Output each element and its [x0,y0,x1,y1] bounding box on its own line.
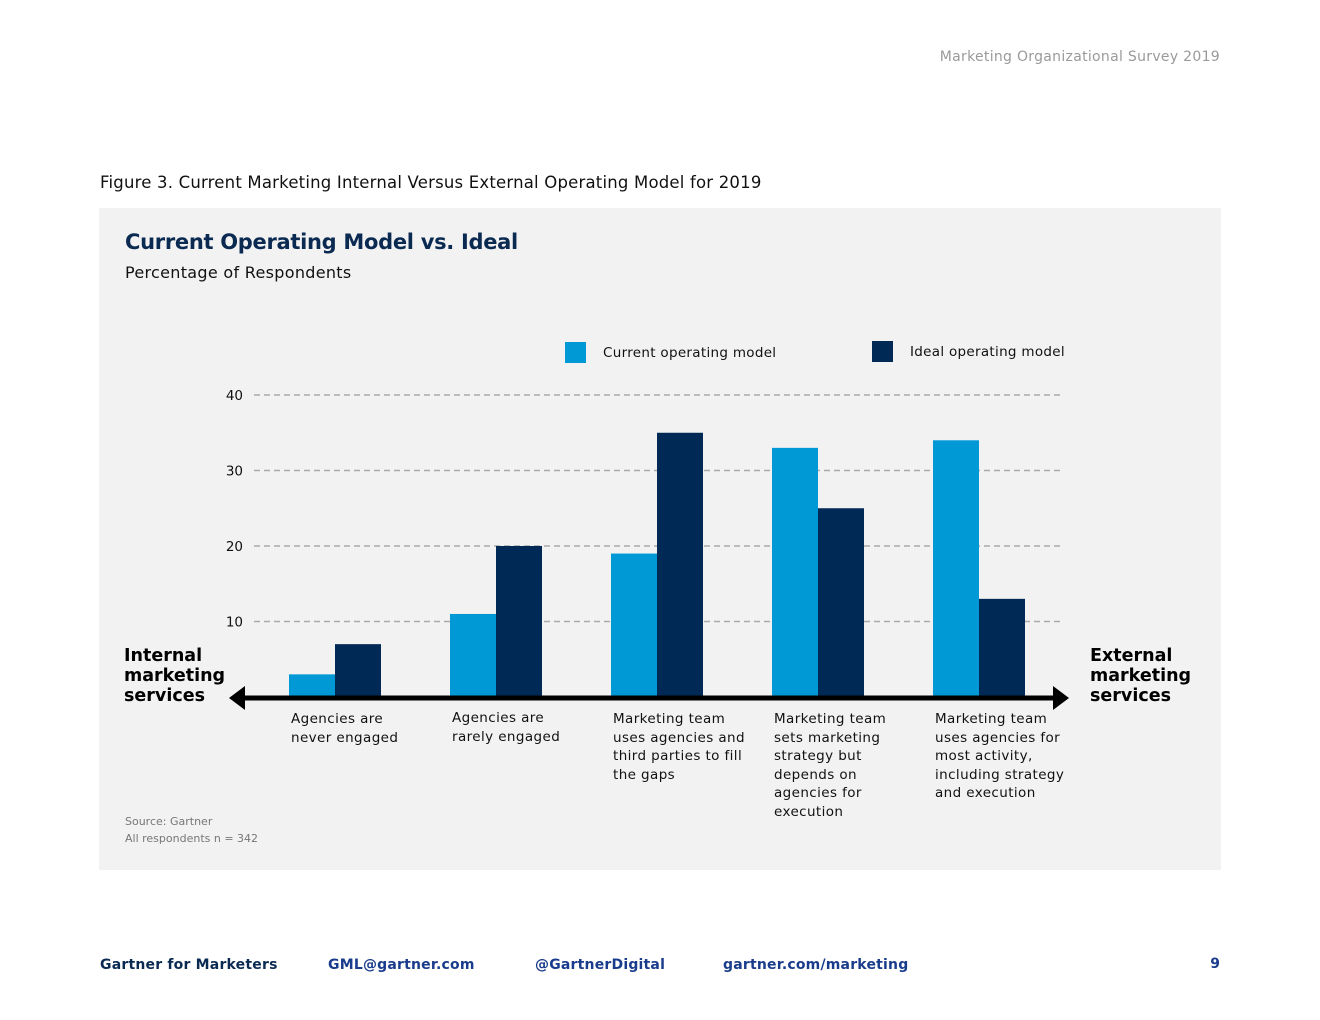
bar-current [450,613,496,697]
category-label-line: the gaps [613,766,676,783]
footer-brand: Gartner for Marketers [100,957,278,973]
bar-ideal [657,432,703,697]
category-label-line: most activity, [935,748,1033,764]
category-label: Marketing team uses agencies for most acti… [935,710,1075,803]
bar-ideal [496,546,542,697]
footer-email-link[interactable]: GML@gartner.com [328,957,475,973]
y-tick-label: 30 [226,464,243,480]
legend-current-label: Current operating model [603,344,777,361]
bar-current [289,674,335,697]
external-label-line: External [1090,646,1173,666]
category-label-line: strategy but [774,748,862,764]
legend-ideal-swatch [872,341,893,362]
external-label-line: services [1090,686,1171,706]
arrow-left-icon [229,686,245,710]
category-label: Marketing team sets marketing strategy but… [774,710,914,821]
source-note: Source: Gartner All respondents n = 342 [125,814,258,847]
category-label: Marketing team uses agencies and third par… [613,710,753,784]
internal-label-line: Internal [124,646,203,666]
internal-label-line: marketing [124,666,226,686]
chart-title: Current Operating Model vs. Ideal [125,230,518,254]
category-label-line: Marketing team [935,711,1048,727]
category-label: Agencies are never engaged [291,710,431,747]
internal-label-line: services [124,686,205,706]
category-label-line: rarely engaged [452,728,561,745]
y-tick-label: 40 [226,388,243,404]
chart-subtitle: Percentage of Respondents [125,263,352,282]
legend-ideal-label: Ideal operating model [910,343,1065,360]
footer-twitter-link[interactable]: @GartnerDigital [535,957,666,973]
legend-current-swatch [565,342,586,363]
footer-website-link[interactable]: gartner.com/marketing [723,957,909,973]
arrow-right-icon [1053,686,1069,710]
category-label-line: Marketing team [613,711,726,727]
category-label-line: and execution [935,785,1036,801]
category-label-line: Agencies are [291,711,384,727]
category-label-line: never engaged [291,729,399,746]
category-label-line: including strategy [935,766,1065,783]
category-label-line: third parties to fill [613,748,743,764]
category-label-line: agencies for [774,785,862,801]
bar-ideal [335,644,381,697]
category-label-line: Agencies are [452,710,545,726]
source-line: Source: Gartner [125,815,213,828]
category-label-line: uses agencies and [613,729,745,746]
category-label-line: uses agencies for [935,729,1061,746]
internal-services-label: Internal marketing services [124,646,225,706]
legend-current: Current operating model [565,342,776,363]
bar-current [933,440,979,697]
bar-current [772,447,818,697]
chart-panel: Current Operating Model vs. Ideal Percen… [99,208,1221,870]
y-tick-label: 10 [226,615,243,631]
bar-ideal [979,598,1025,697]
external-services-label: External marketing services [1090,646,1191,706]
external-label-line: marketing [1090,666,1192,686]
bar-ideal [818,508,864,697]
figure-caption: Figure 3. Current Marketing Internal Ver… [100,173,762,192]
bar-chart: 10 20 30 40 [226,388,1069,710]
survey-title: Marketing Organizational Survey 2019 [939,49,1220,65]
category-label-line: Marketing team [774,711,887,727]
category-label-line: execution [774,803,844,820]
category-label-line: depends on [774,766,858,783]
respondents-line: All respondents n = 342 [125,831,259,845]
bar-current [611,553,657,697]
y-tick-label: 20 [226,539,243,555]
legend-ideal: Ideal operating model [872,341,1065,362]
category-label: Agencies are rarely engaged [452,709,592,746]
page-number: 9 [1210,956,1220,972]
category-label-line: sets marketing [774,729,881,746]
